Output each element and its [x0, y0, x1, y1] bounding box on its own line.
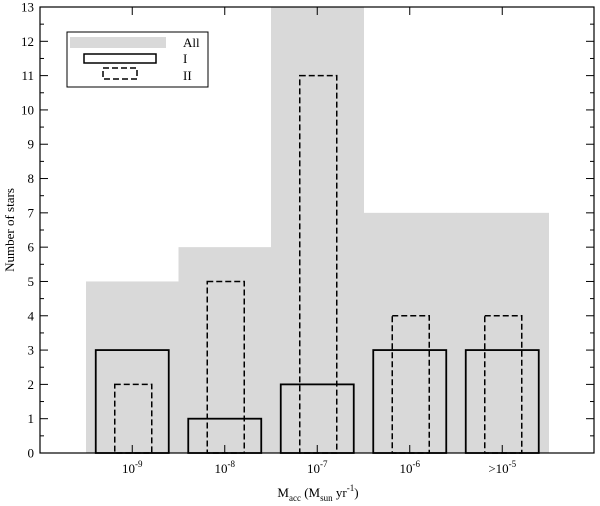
- y-tick-label-2: 2: [28, 377, 35, 392]
- legend-label-all: All: [183, 35, 200, 50]
- y-tick-label-8: 8: [28, 171, 35, 186]
- x-tick-label-3: 10-6: [400, 459, 421, 476]
- bar-all-1: [178, 247, 272, 453]
- legend-swatch-II: [102, 67, 138, 80]
- series-all-bars: [86, 7, 549, 453]
- legend-swatch-I: [83, 53, 157, 64]
- y-tick-label-5: 5: [28, 274, 35, 289]
- y-tick-label-10: 10: [21, 102, 34, 117]
- legend-swatch-all: [70, 37, 166, 48]
- y-tick-label-0: 0: [28, 446, 35, 461]
- y-tick-label-13: 13: [21, 0, 34, 15]
- x-axis-title: Macc (Msun yr-1): [277, 483, 358, 503]
- bar-all-0: [86, 281, 179, 453]
- y-tick-label-7: 7: [28, 205, 35, 220]
- legend-label-I: I: [183, 51, 187, 66]
- y-tick-label-1: 1: [28, 411, 35, 426]
- bar-all-2: [271, 7, 364, 453]
- y-axis-title: Number of stars: [2, 188, 17, 272]
- y-tick-label-4: 4: [28, 308, 35, 323]
- y-tick-label-9: 9: [28, 137, 35, 152]
- y-tick-label-3: 3: [28, 343, 35, 358]
- bar-II-0: [114, 383, 153, 454]
- legend-label-II: II: [183, 68, 192, 83]
- x-tick-label-0: 10-9: [122, 459, 143, 476]
- x-tick-label-4: >10-5: [488, 459, 516, 476]
- bar-all-3: [363, 212, 457, 453]
- bar-all-4: [456, 212, 549, 453]
- x-axis-ticks: 10-9 10-8 10-7 10-6 >10-5: [122, 7, 517, 476]
- legend: All I II: [66, 31, 209, 88]
- x-tick-label-2: 10-7: [307, 459, 328, 476]
- x-tick-label-1: 10-8: [215, 459, 236, 476]
- y-tick-label-6: 6: [28, 240, 35, 255]
- y-tick-label-12: 12: [21, 34, 34, 49]
- y-tick-label-11: 11: [21, 68, 34, 83]
